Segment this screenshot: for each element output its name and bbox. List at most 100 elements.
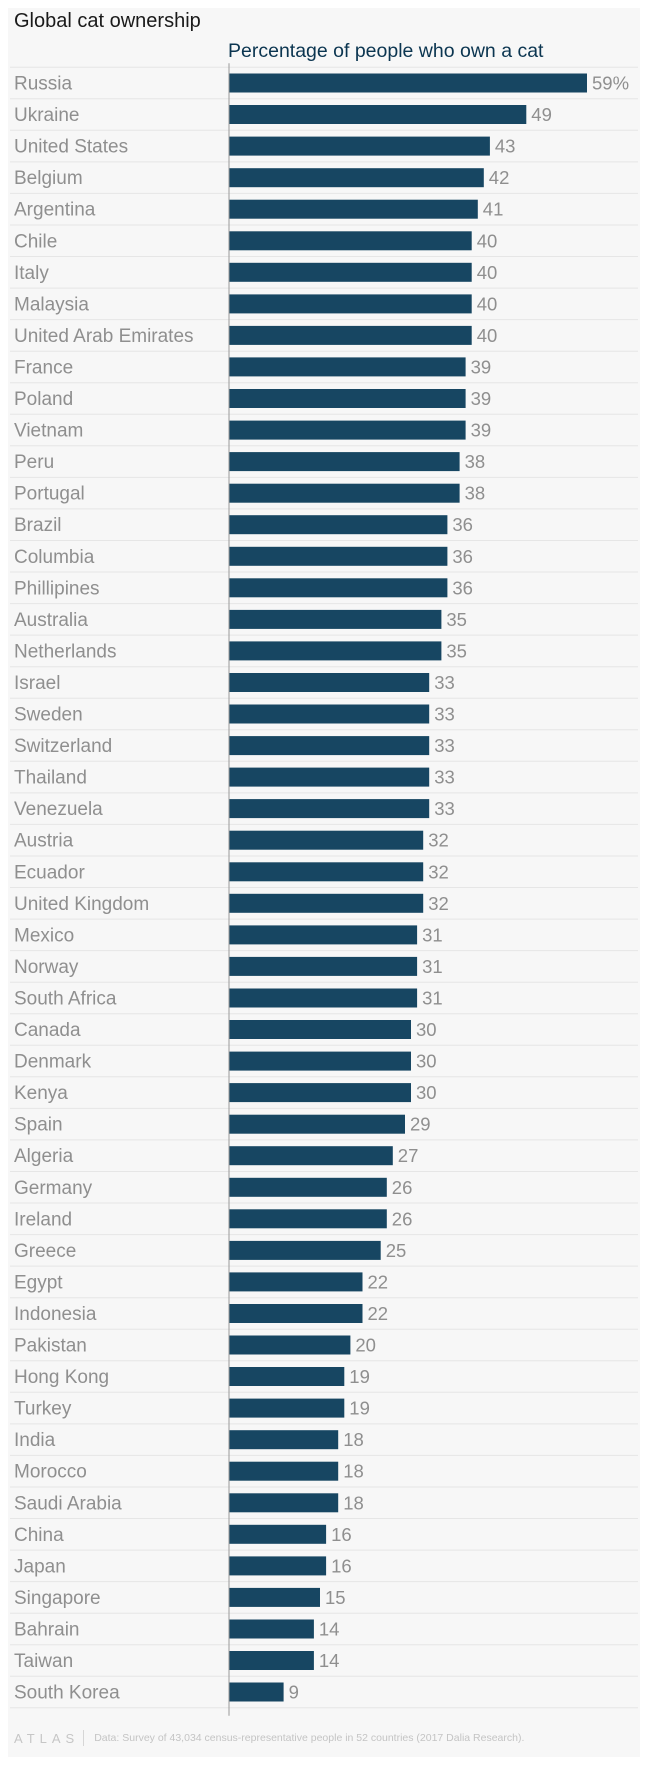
bar[interactable]	[229, 578, 448, 598]
value-label: 42	[489, 167, 510, 188]
bar[interactable]	[229, 231, 472, 251]
value-label: 40	[477, 262, 498, 283]
category-label: Singapore	[14, 1588, 101, 1609]
value-label: 18	[343, 1492, 364, 1513]
category-label: Belgium	[14, 168, 83, 189]
bar[interactable]	[229, 357, 466, 377]
bar[interactable]	[229, 704, 430, 724]
bar[interactable]	[229, 673, 430, 692]
category-label: Pakistan	[14, 1336, 87, 1357]
bar[interactable]	[229, 1367, 345, 1386]
bar[interactable]	[229, 893, 424, 913]
bar[interactable]	[229, 1682, 284, 1702]
bar[interactable]	[229, 483, 460, 503]
value-label: 26	[392, 1208, 413, 1229]
bar[interactable]	[229, 1587, 320, 1607]
category-label: China	[14, 1525, 64, 1546]
value-label: 39	[471, 356, 492, 377]
bar[interactable]	[229, 262, 472, 282]
category-label: Netherlands	[14, 641, 116, 662]
category-label: Morocco	[14, 1462, 87, 1483]
category-label: Brazil	[14, 515, 62, 536]
bar[interactable]	[229, 420, 466, 440]
category-label: Malaysia	[14, 294, 89, 315]
bar[interactable]	[229, 1272, 363, 1292]
bar[interactable]	[229, 546, 448, 566]
bar[interactable]	[229, 1398, 345, 1418]
value-label: 25	[386, 1240, 407, 1261]
bar[interactable]	[229, 1114, 405, 1134]
bar[interactable]	[229, 1020, 411, 1039]
value-label: 20	[355, 1335, 376, 1356]
bar[interactable]	[229, 1524, 327, 1544]
bar[interactable]	[229, 799, 430, 819]
bar[interactable]	[229, 1177, 387, 1197]
value-label: 38	[465, 483, 486, 504]
bar[interactable]	[229, 1304, 363, 1323]
atlas-logo[interactable]: ATLAS	[14, 1730, 80, 1746]
bar[interactable]	[229, 609, 442, 629]
category-label: Chile	[14, 231, 57, 252]
bar[interactable]	[229, 1493, 339, 1513]
bar[interactable]	[229, 988, 418, 1008]
value-label: 41	[483, 199, 504, 220]
bar[interactable]	[229, 1146, 393, 1166]
bar[interactable]	[229, 389, 466, 408]
value-label: 32	[428, 830, 449, 851]
bar[interactable]	[229, 452, 460, 472]
bar[interactable]	[229, 325, 472, 345]
value-label: 31	[422, 924, 443, 945]
bar[interactable]	[229, 1556, 327, 1576]
bar[interactable]	[229, 641, 442, 661]
bar[interactable]	[229, 1651, 314, 1670]
bar[interactable]	[229, 830, 424, 850]
bar[interactable]	[229, 1051, 411, 1071]
bar[interactable]	[229, 1083, 411, 1103]
value-label: 19	[349, 1398, 370, 1419]
bar[interactable]	[229, 862, 424, 882]
value-label: 16	[331, 1555, 352, 1576]
bar[interactable]	[229, 925, 418, 945]
bar[interactable]	[229, 1335, 351, 1355]
category-label: United Kingdom	[14, 894, 149, 915]
bar[interactable]	[229, 1209, 387, 1229]
category-label: Japan	[14, 1556, 66, 1577]
bar[interactable]	[229, 1461, 339, 1481]
category-label: Argentina	[14, 200, 96, 221]
bar[interactable]	[229, 767, 430, 787]
value-label: 30	[416, 1051, 437, 1072]
value-label: 14	[319, 1619, 340, 1640]
category-label: Canada	[14, 1020, 81, 1041]
category-label: Kenya	[14, 1083, 68, 1104]
value-label: 59%	[592, 73, 629, 94]
category-label: Taiwan	[14, 1651, 73, 1672]
value-label: 27	[398, 1145, 419, 1166]
value-label: 32	[428, 861, 449, 882]
bar[interactable]	[229, 1240, 381, 1260]
category-label: Bahrain	[14, 1620, 80, 1641]
value-label: 38	[465, 451, 486, 472]
value-label: 35	[446, 609, 467, 630]
source-note: Data: Survey of 43,034 census-representa…	[94, 1732, 525, 1744]
bar[interactable]	[229, 956, 418, 976]
value-label: 14	[319, 1650, 340, 1671]
category-label: Vietnam	[14, 421, 83, 442]
bar[interactable]	[229, 168, 484, 188]
category-label: France	[14, 357, 73, 378]
bar[interactable]	[229, 73, 587, 93]
category-label: Mexico	[14, 925, 74, 946]
bar[interactable]	[229, 736, 430, 756]
category-label: United States	[14, 137, 128, 158]
value-label: 31	[422, 988, 443, 1009]
bar[interactable]	[229, 136, 490, 156]
bar[interactable]	[229, 105, 527, 124]
bar[interactable]	[229, 1619, 314, 1639]
bar[interactable]	[229, 294, 472, 314]
bar[interactable]	[229, 199, 478, 219]
bar[interactable]	[229, 1430, 339, 1450]
bar[interactable]	[229, 515, 448, 535]
chart-title: Global cat ownership	[14, 10, 201, 32]
category-label: Israel	[14, 673, 60, 694]
category-label: Germany	[14, 1178, 93, 1199]
